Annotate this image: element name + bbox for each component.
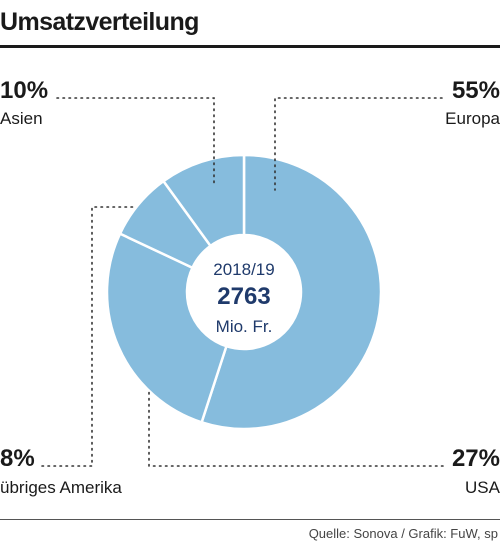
chart-title: Umsatzverteilung	[0, 8, 199, 36]
leader-europa	[274, 97, 443, 191]
leader-lines	[41, 97, 444, 467]
label-name-asien: Asien	[0, 109, 43, 128]
leader-asien	[56, 97, 215, 188]
leader-usa	[148, 387, 444, 467]
slice-usa	[105, 232, 228, 424]
center-unit: Mio. Fr.	[216, 317, 273, 336]
label-name-uebriges-amerika: übriges Amerika	[0, 478, 122, 497]
center-year: 2018/19	[213, 260, 274, 279]
label-pct-usa: 27%	[452, 445, 500, 472]
label-name-europa: Europa	[445, 109, 500, 128]
center-total: 2763	[217, 283, 270, 310]
slice-asien	[161, 153, 246, 248]
footer-rule	[0, 519, 500, 520]
label-pct-asien: 10%	[0, 77, 48, 104]
label-name-usa: USA	[465, 478, 500, 497]
slice-europa	[200, 153, 383, 431]
source-note: Quelle: Sonova / Grafik: FuW, sp	[308, 526, 498, 541]
leader-uebriges-amerika	[41, 206, 138, 467]
title-rule	[0, 45, 500, 48]
label-pct-uebriges-amerika: 8%	[0, 445, 35, 472]
donut-slices	[105, 153, 383, 431]
label-pct-europa: 55%	[452, 77, 500, 104]
